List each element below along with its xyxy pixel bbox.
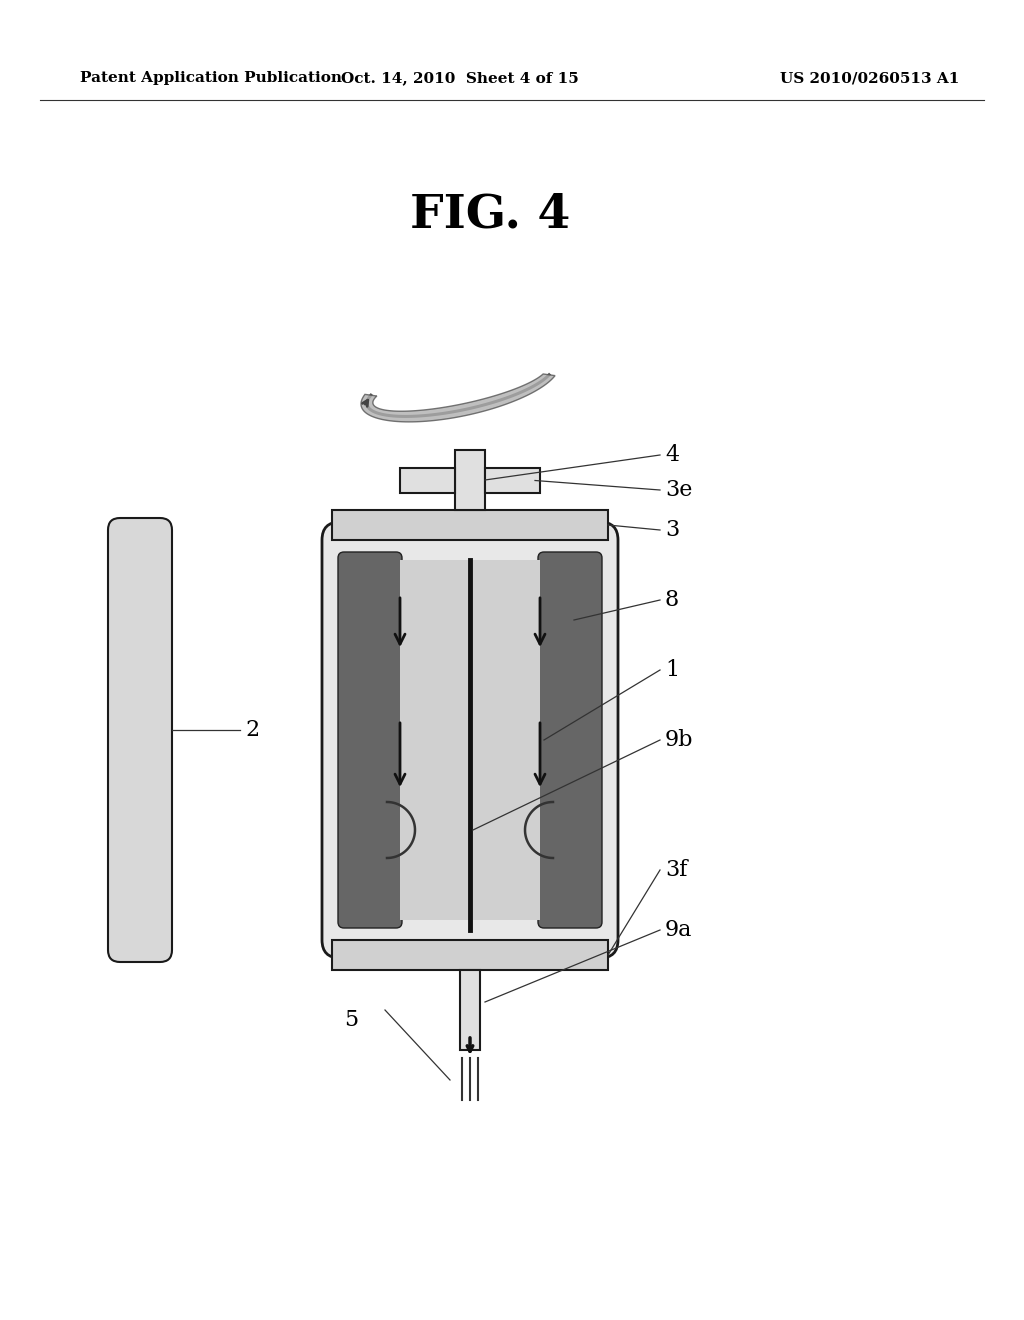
Text: 3e: 3e xyxy=(665,479,692,502)
Text: 9a: 9a xyxy=(665,919,692,941)
FancyBboxPatch shape xyxy=(538,552,602,928)
FancyBboxPatch shape xyxy=(322,521,618,958)
Text: 2: 2 xyxy=(245,719,259,741)
FancyBboxPatch shape xyxy=(108,517,172,962)
Text: 5: 5 xyxy=(344,1008,358,1031)
Text: 1: 1 xyxy=(665,659,679,681)
Bar xyxy=(400,560,540,920)
Bar xyxy=(332,940,608,970)
FancyBboxPatch shape xyxy=(338,552,402,928)
Bar xyxy=(400,469,455,492)
Text: 3f: 3f xyxy=(665,859,687,880)
Bar xyxy=(460,970,480,1049)
Text: Oct. 14, 2010  Sheet 4 of 15: Oct. 14, 2010 Sheet 4 of 15 xyxy=(341,71,579,84)
Text: 3: 3 xyxy=(665,519,679,541)
Text: 4: 4 xyxy=(665,444,679,466)
Bar xyxy=(332,510,608,540)
Text: 9b: 9b xyxy=(665,729,693,751)
Text: 8: 8 xyxy=(665,589,679,611)
Text: FIG. 4: FIG. 4 xyxy=(410,191,570,238)
Bar xyxy=(485,469,540,492)
Polygon shape xyxy=(361,374,555,422)
Text: Patent Application Publication: Patent Application Publication xyxy=(80,71,342,84)
Bar xyxy=(455,450,485,510)
Text: US 2010/0260513 A1: US 2010/0260513 A1 xyxy=(780,71,959,84)
